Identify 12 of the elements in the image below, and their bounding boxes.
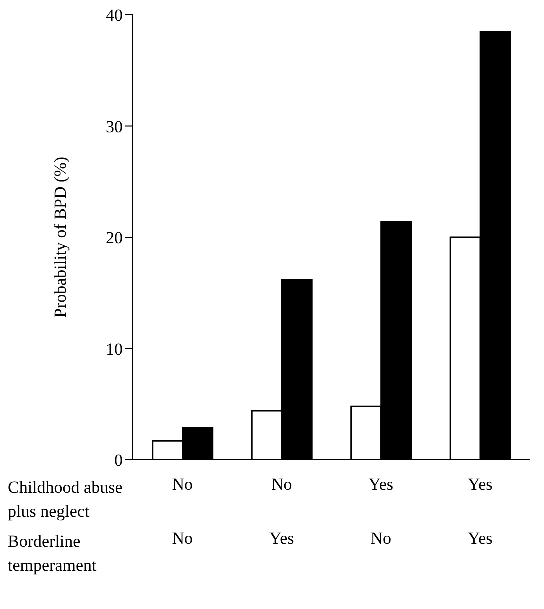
category-label: No No	[172, 475, 194, 548]
category-label: Yes No	[368, 475, 394, 548]
category-label: No Yes	[270, 475, 294, 548]
text: Childhood abuse plus neglect	[8, 477, 124, 523]
y-tick-label: 30	[106, 117, 123, 136]
text: Borderline temperament	[8, 531, 98, 577]
y-axis-title: Probability of BPD (%)	[51, 156, 70, 318]
y-tick-label: 0	[114, 451, 123, 470]
y-tick-label: 10	[106, 340, 123, 359]
y-tick-label: 20	[106, 228, 123, 248]
category-label: Yes Yes	[468, 475, 493, 548]
y-tick-label: 40	[106, 6, 123, 26]
